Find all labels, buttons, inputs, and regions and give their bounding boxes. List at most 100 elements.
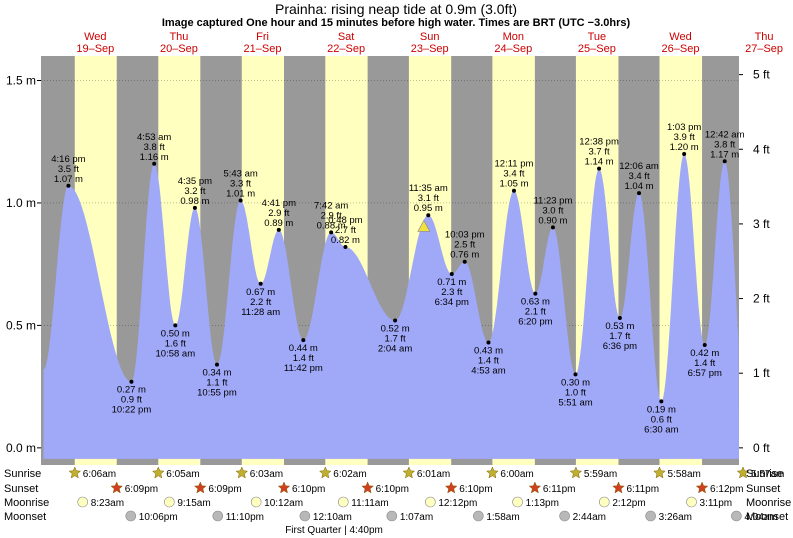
- y-tick-label-ft: 0 ft: [753, 441, 770, 455]
- moonset-moon-icon: [731, 510, 742, 522]
- sunrise-time: 5:57am: [751, 469, 784, 480]
- extreme-label: 0.89 m: [264, 218, 293, 229]
- extreme-label: 0.67 m: [246, 287, 275, 298]
- y-tick-label-ft: 2 ft: [753, 292, 770, 306]
- sunrise-row-label-right: Sunrise: [746, 468, 783, 480]
- extreme-point: [329, 230, 334, 235]
- y-tick-label-ft: 4 ft: [753, 142, 770, 156]
- day-of-week-label: Thu: [755, 31, 774, 43]
- extreme-point: [617, 316, 622, 321]
- sunrise-time: 6:03am: [250, 469, 283, 480]
- extreme-point: [258, 281, 263, 286]
- extreme-label: 0.82 m: [331, 235, 360, 246]
- extreme-label: 11:28 am: [241, 307, 280, 318]
- sunrise-time: 6:06am: [83, 469, 116, 480]
- extreme-point: [486, 340, 491, 345]
- sunrise-row-label-left: Sunrise: [4, 468, 41, 480]
- extreme-point: [214, 362, 219, 367]
- extreme-label: 12:06 am: [619, 161, 659, 172]
- y-tick-label-m: 1.5 m: [6, 73, 36, 87]
- extreme-label: 12:11 pm: [495, 159, 534, 170]
- sunset-star-icon: [110, 481, 124, 494]
- extreme-label: 10:58 am: [156, 348, 196, 359]
- extreme-label: 1.4 ft: [293, 353, 314, 364]
- extreme-point: [449, 271, 454, 276]
- extreme-label: 0.34 m: [202, 368, 231, 379]
- extreme-label: 11:42 pm: [284, 363, 323, 374]
- moonset-row-label-right: Moonset: [746, 511, 788, 523]
- extreme-point: [173, 323, 178, 328]
- day-of-week-label: Thu: [169, 31, 188, 43]
- extreme-point: [533, 291, 538, 296]
- moonset-moon-icon: [125, 510, 137, 522]
- moonset-moon-icon: [645, 510, 656, 522]
- extreme-point: [637, 191, 642, 196]
- extreme-label: 0:48 pm: [328, 215, 362, 226]
- moonrise-moon-icon: [250, 496, 262, 508]
- sunset-time: 6:09pm: [208, 484, 241, 495]
- extreme-point: [301, 338, 306, 343]
- sunset-star-icon: [695, 481, 709, 494]
- sunrise-star-icon: [235, 466, 249, 479]
- sunset-time: 6:10pm: [459, 484, 492, 495]
- extreme-label: 5:51 am: [558, 397, 592, 408]
- sunset-time: 6:09pm: [125, 484, 158, 495]
- sunset-row-label-right: Sunset: [746, 483, 780, 495]
- axes: 0.0 m 0.5 m 1.0 m 1.5 m 0 ft 1 ft 2 ft 3 ft 4 ft…: [6, 68, 770, 455]
- chart-title: Prainha: rising neap tide at 0.9m (3.0ft…: [275, 1, 517, 17]
- date-label: 20–Sep: [160, 43, 198, 55]
- y-tick-label-m: 0.5 m: [6, 318, 36, 332]
- sunrise-time: 6:00am: [500, 469, 533, 480]
- extreme-label: 1.4 ft: [478, 356, 499, 367]
- extreme-label: 0.19 m: [647, 404, 676, 415]
- extreme-label: 0.52 m: [381, 324, 410, 335]
- extreme-point: [192, 205, 197, 210]
- extreme-label: 1.20 m: [670, 142, 699, 153]
- extreme-label: 1.05 m: [499, 179, 528, 190]
- sunset-star-icon: [193, 481, 207, 494]
- day-of-week-label: Mon: [503, 31, 524, 43]
- moonrise-time: 10:12am: [264, 498, 303, 509]
- extreme-label: 1.1 ft: [206, 378, 227, 389]
- extreme-label: 3.3 ft: [230, 178, 251, 189]
- sunset-time: 6:10pm: [376, 484, 409, 495]
- extreme-point: [550, 225, 555, 230]
- moonset-moon-icon: [473, 510, 484, 522]
- sunset-star-icon: [528, 481, 542, 494]
- extreme-label: 1.6 ft: [165, 338, 186, 349]
- y-tick-label-ft: 1 ft: [753, 366, 770, 380]
- extreme-label: 0.50 m: [161, 328, 190, 339]
- moonrise-time: 9:15am: [177, 498, 210, 509]
- extreme-label: 11:23 pm: [533, 195, 572, 206]
- sunrise-star-icon: [151, 466, 165, 479]
- moonset-row-label-left: Moonset: [4, 511, 46, 523]
- moonset-time: 3:26am: [659, 512, 692, 523]
- extreme-point: [702, 342, 707, 347]
- extreme-label: 0.44 m: [289, 343, 318, 354]
- y-tick-label-m: 0.0 m: [6, 441, 36, 455]
- moonrise-moon-icon: [164, 496, 175, 508]
- moonset-time: 10:06pm: [139, 512, 178, 523]
- day-of-week-label: Fri: [256, 31, 269, 43]
- moonset-moon-icon: [559, 510, 570, 522]
- extreme-label: 0.6 ft: [651, 414, 672, 425]
- extreme-point: [597, 166, 602, 171]
- extreme-label: 1.4 ft: [694, 358, 715, 369]
- extreme-label: 0.71 m: [437, 277, 466, 288]
- sunrise-star-icon: [402, 466, 416, 479]
- moonrise-time: 2:12pm: [612, 498, 645, 509]
- extreme-point: [66, 183, 71, 188]
- day-of-week-label: Sun: [420, 31, 440, 43]
- extreme-label: 1.7 ft: [385, 334, 406, 345]
- extreme-label: 3.8 ft: [714, 139, 735, 150]
- extreme-label: 0.43 m: [474, 346, 503, 357]
- extreme-point: [426, 213, 431, 218]
- y-tick-label-ft: 5 ft: [753, 68, 770, 82]
- date-label: 25–Sep: [578, 43, 616, 55]
- extreme-point: [722, 159, 727, 164]
- moonset-moon-icon: [212, 510, 224, 522]
- sunset-row-label-left: Sunset: [4, 483, 38, 495]
- extreme-label: 4:41 pm: [262, 198, 296, 209]
